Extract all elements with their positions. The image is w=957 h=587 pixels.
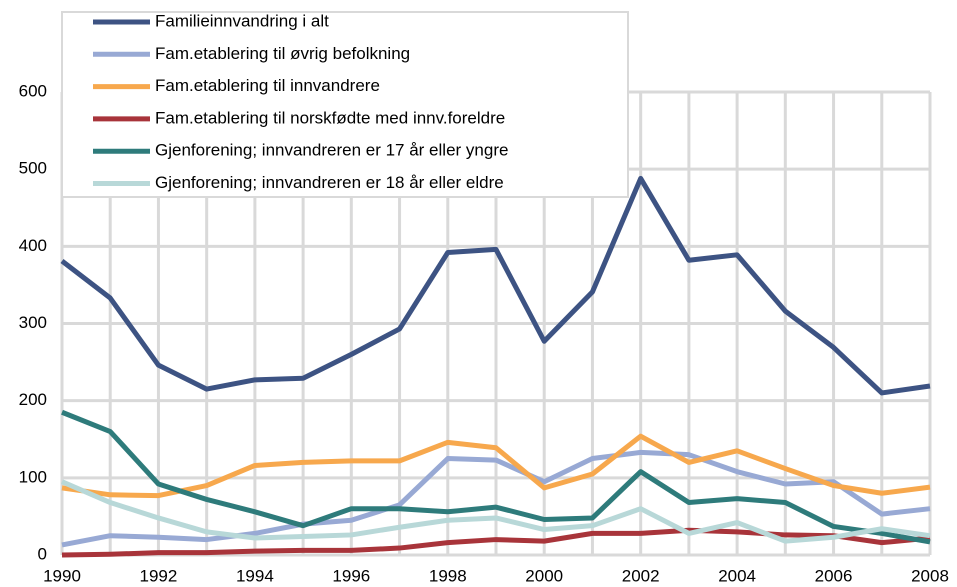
series-line (61, 527, 931, 558)
series-line (61, 479, 931, 544)
y-tick-label: 200 (19, 390, 47, 409)
x-tick-label: 2000 (525, 566, 563, 585)
legend-label: Familieinnvandring i alt (155, 11, 329, 30)
series-line (60, 175, 931, 396)
y-tick-label: 0 (38, 544, 47, 563)
y-tick-label: 600 (19, 81, 47, 100)
y-tick-label: 400 (19, 236, 47, 255)
legend: Familieinnvandring i alt Fam.etablering t… (61, 11, 629, 198)
x-tick-label: 2002 (622, 566, 660, 585)
legend-label: Fam.etablering til norskfødte med innv.f… (155, 108, 505, 127)
y-tick-label: 500 (19, 159, 47, 178)
legend-box (61, 11, 629, 198)
x-tick-label: 2008 (911, 566, 949, 585)
legend-label: Gjenforening; innvandreren er 18 år elle… (155, 173, 504, 192)
x-tick-label: 1994 (236, 566, 274, 585)
x-tick-label: 1992 (140, 566, 178, 585)
series-line (61, 449, 931, 548)
x-tick-label: 2004 (718, 566, 756, 585)
series-line (61, 433, 931, 499)
x-tick-label: 1990 (43, 566, 81, 585)
y-tick-label: 300 (19, 313, 47, 332)
legend-label: Fam.etablering til øvrig befolkning (155, 44, 410, 63)
x-tick-label: 1998 (429, 566, 467, 585)
series-line (61, 409, 931, 545)
legend-label: Gjenforening; innvandreren er 17 år elle… (155, 141, 508, 160)
legend-label: Fam.etablering til innvandrere (155, 76, 380, 95)
x-tick-label: 1996 (332, 566, 370, 585)
y-tick-label: 100 (19, 467, 47, 486)
x-tick-label: 2006 (815, 566, 853, 585)
